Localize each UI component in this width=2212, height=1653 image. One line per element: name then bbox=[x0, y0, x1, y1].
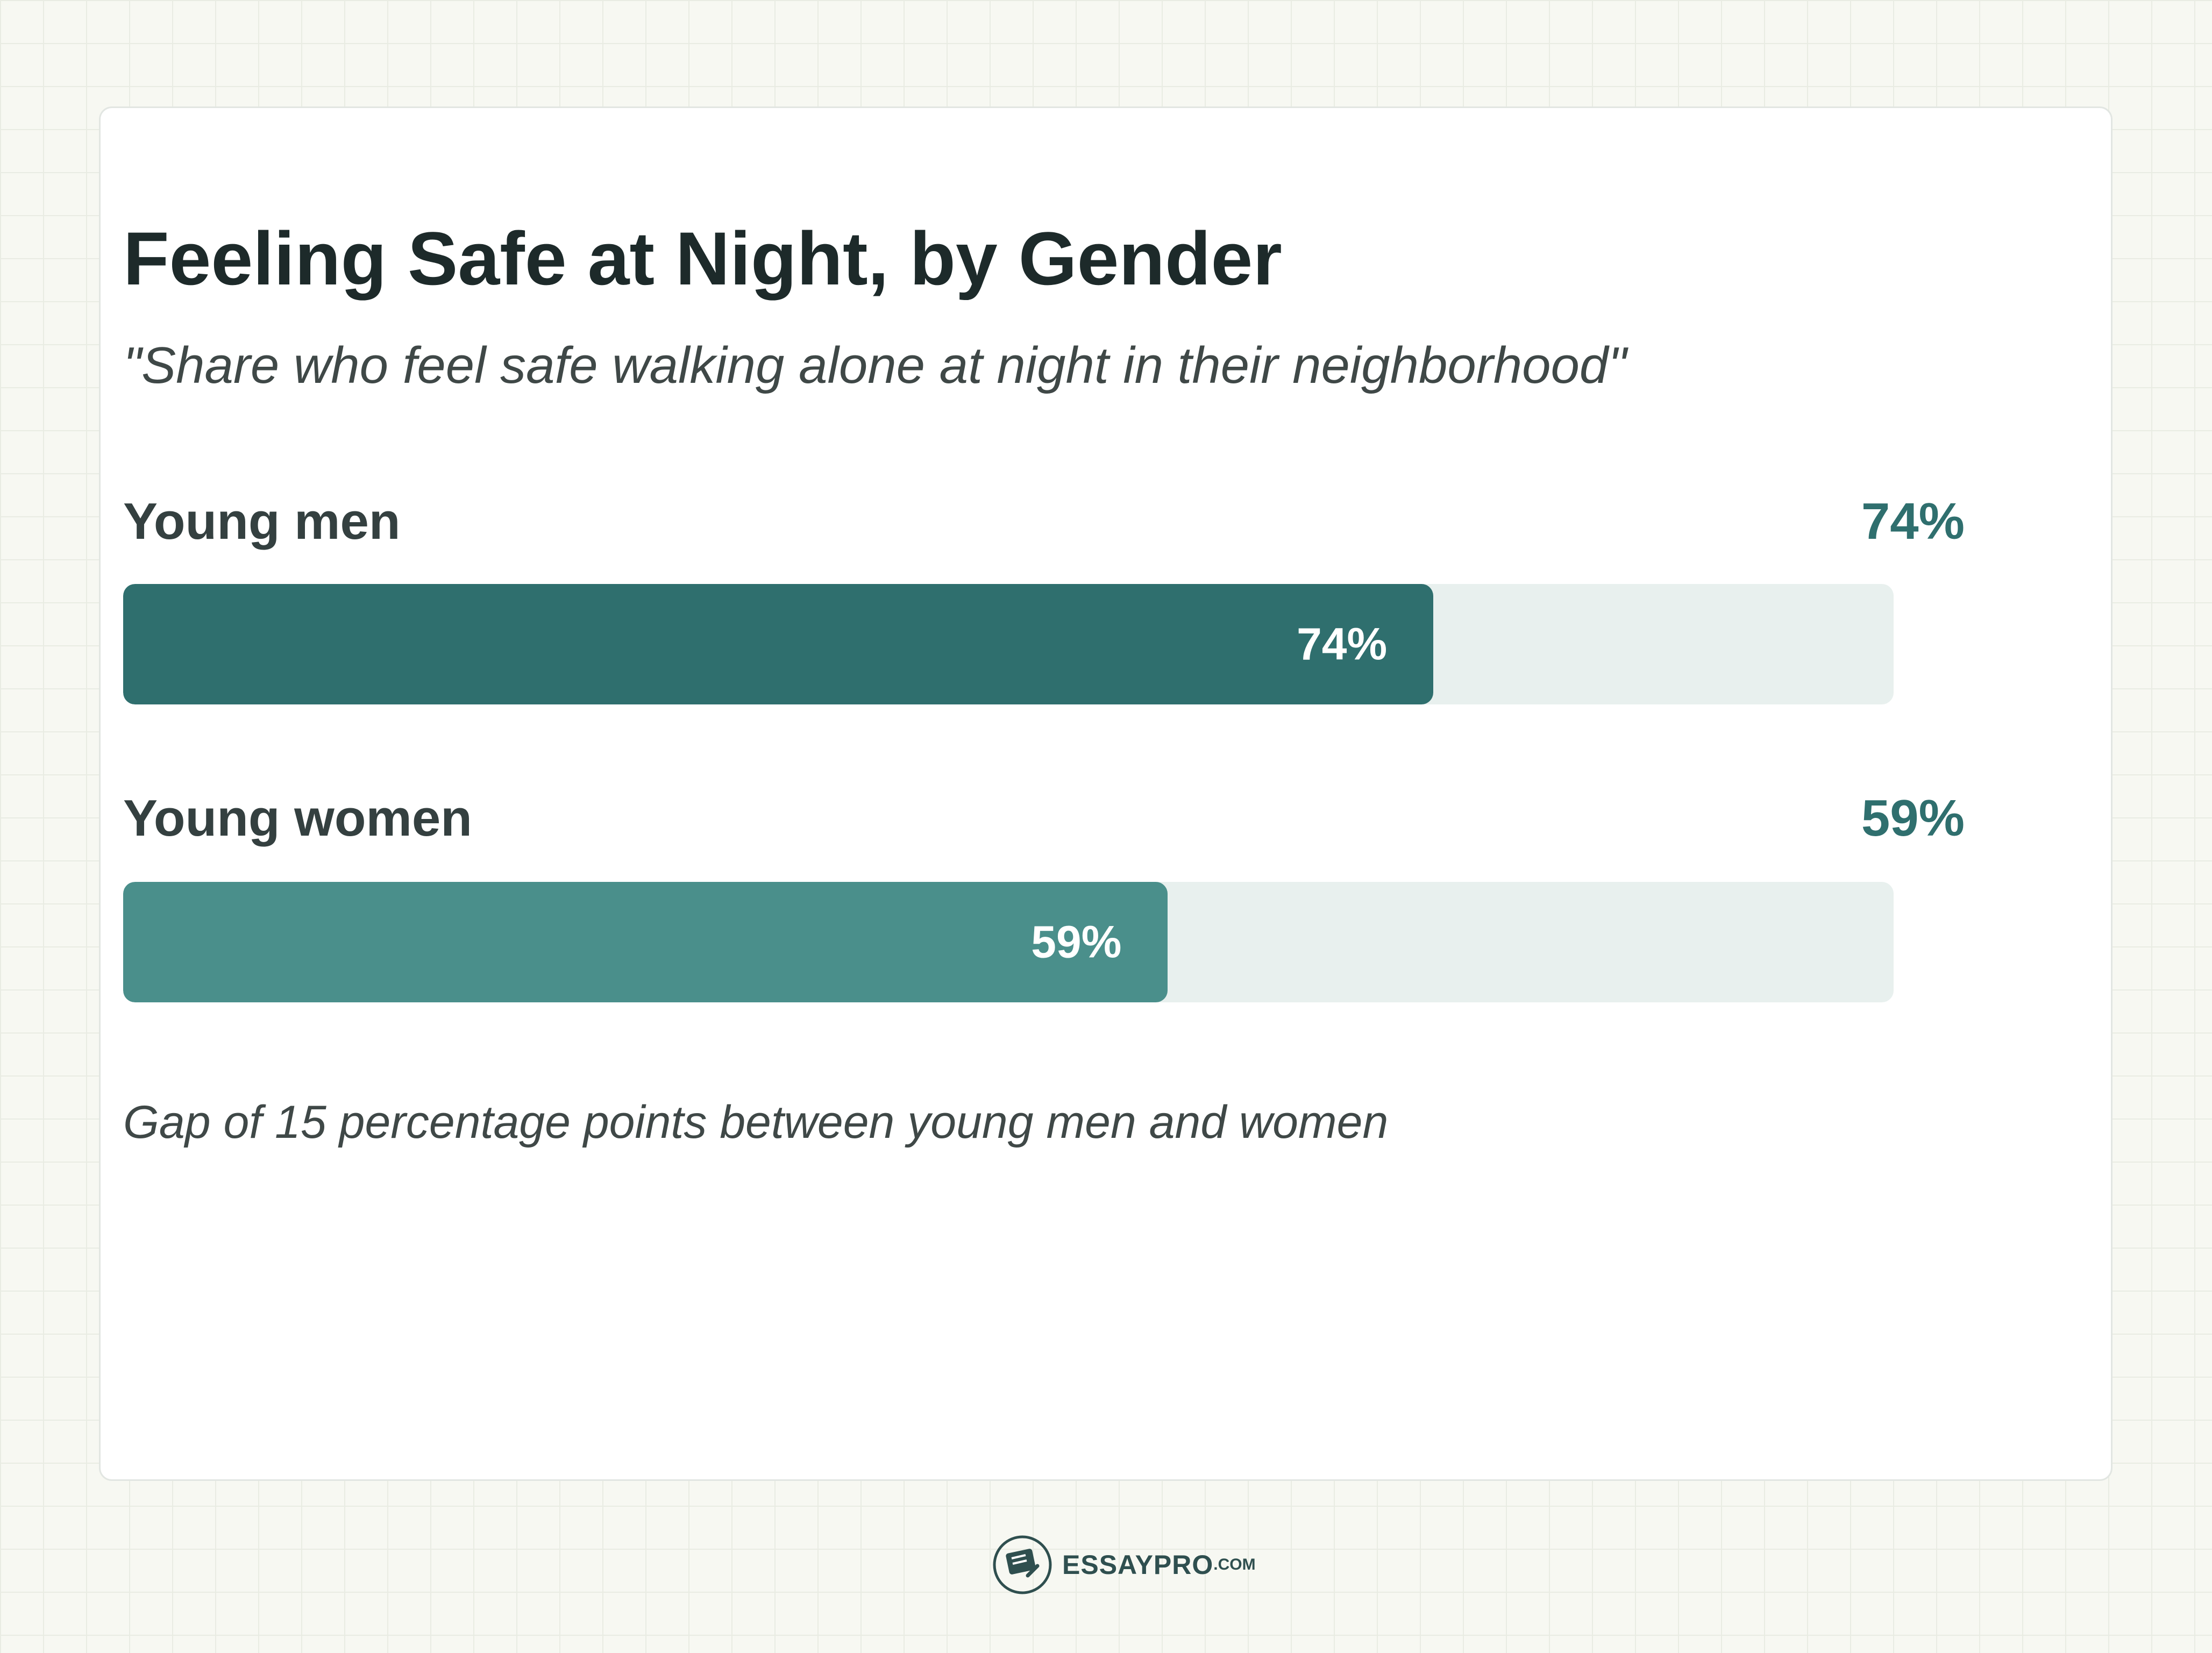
brand-suffix: .COM bbox=[1213, 1556, 1256, 1573]
bar-young-women: 59% bbox=[123, 882, 1168, 1002]
bar-label-young-men: 74% bbox=[1297, 618, 1388, 669]
chart-annotation: Gap of 15 percentage points between youn… bbox=[123, 1096, 1389, 1148]
brand-footer: ESSAYPRO .COM bbox=[992, 1534, 1256, 1596]
value-label-young-women: 59% bbox=[1861, 789, 1965, 847]
bar-track-young-men: 74% bbox=[123, 584, 1894, 704]
bar-track-young-women: 59% bbox=[123, 882, 1894, 1002]
value-label-young-men: 74% bbox=[1861, 493, 1965, 550]
bar-young-men: 74% bbox=[123, 584, 1434, 704]
category-label-young-men: Young men bbox=[123, 493, 401, 550]
bar-label-young-women: 59% bbox=[1031, 916, 1122, 967]
chart-card bbox=[99, 106, 2113, 1481]
chart-title: Feeling Safe at Night, by Gender bbox=[123, 216, 1282, 301]
chart-subtitle: "Share who feel safe walking alone at ni… bbox=[123, 337, 1627, 394]
essaypro-logo-icon bbox=[993, 1535, 1052, 1594]
category-label-young-women: Young women bbox=[123, 789, 472, 847]
brand-name: ESSAYPRO bbox=[1062, 1550, 1214, 1580]
